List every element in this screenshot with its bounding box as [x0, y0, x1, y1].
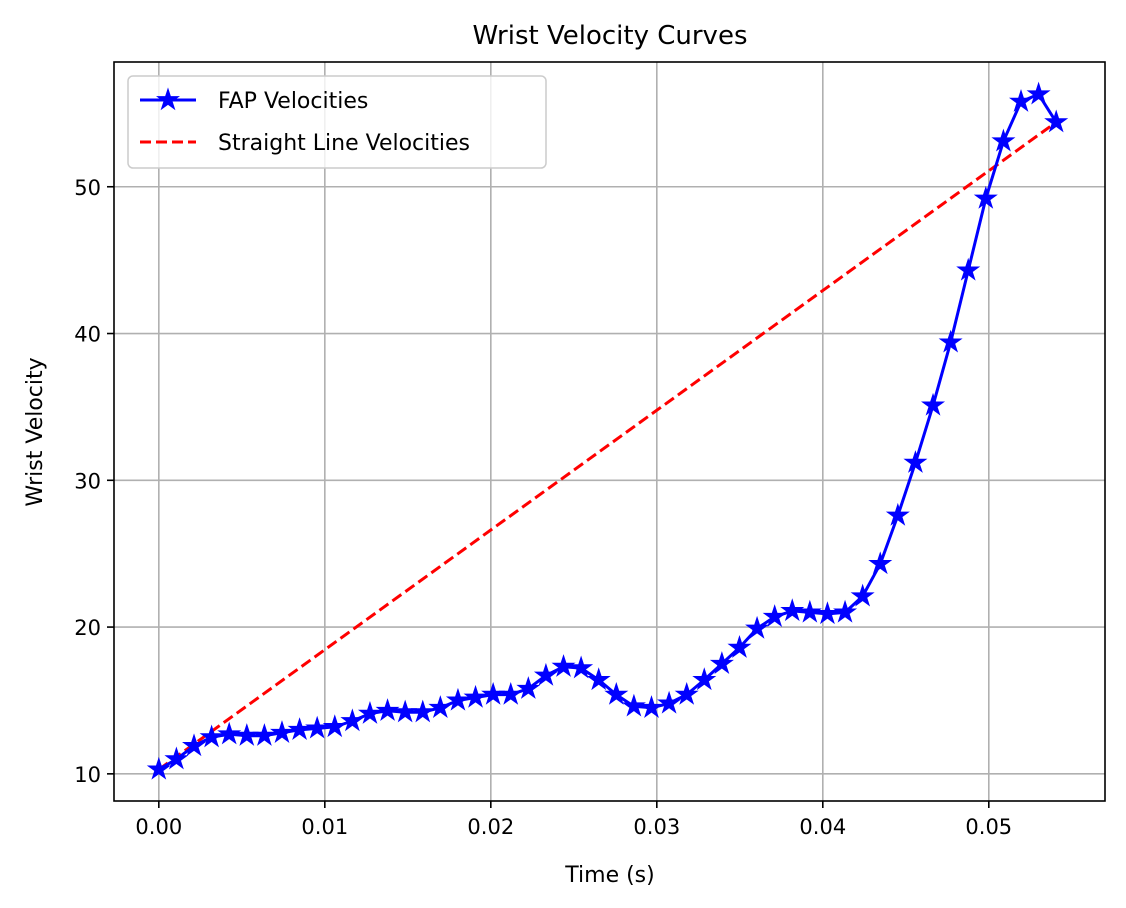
fap-velocity-point [604, 681, 629, 705]
fap-velocity-point [357, 701, 382, 724]
legend-star-shape [156, 87, 180, 111]
x-tick-label: 0.04 [799, 815, 846, 839]
legend-straight-label: Straight Line Velocities [218, 131, 470, 156]
fap-velocity-point [340, 708, 365, 732]
legend: FAP Velocities Straight Line Velocities [127, 75, 547, 169]
fap-velocity-point [445, 687, 470, 711]
legend-box [127, 75, 547, 169]
fap-velocity-point [1044, 109, 1069, 133]
fap-velocity-point [569, 655, 594, 679]
fap-velocity-point [182, 733, 207, 757]
x-tick-label: 0.00 [135, 815, 182, 839]
chart-title: Wrist Velocity Curves [473, 21, 748, 51]
fap-velocity-point [463, 684, 488, 708]
y-tick-label: 20 [74, 616, 101, 640]
fap-velocity-point [146, 756, 171, 780]
y-axis: 10 20 30 40 50 [74, 176, 114, 787]
fap-velocity-point [991, 128, 1016, 152]
y-tick-label: 30 [74, 469, 101, 493]
fap-velocity-point [815, 601, 840, 625]
x-tick-label: 0.03 [633, 815, 680, 839]
fap-velocity-point [938, 329, 963, 353]
x-tick-label: 0.02 [467, 815, 514, 839]
fap-velocity-point [1026, 81, 1051, 105]
fap-velocity-point [903, 450, 928, 473]
fap-velocity-point [305, 715, 330, 739]
y-tick-label: 10 [74, 763, 101, 787]
fap-velocity-point [322, 714, 347, 738]
x-axis: 0.00 0.01 0.02 0.03 0.04 0.05 [135, 801, 1012, 839]
plot-frame [113, 61, 1106, 802]
fap-velocities-line [158, 92, 1058, 771]
fap-velocity-point [973, 185, 998, 209]
fap-velocity-point [586, 667, 611, 691]
fap-velocity-point [780, 598, 805, 622]
fap-velocity-point [745, 615, 770, 639]
legend-fap-star-marker [156, 87, 180, 111]
fap-velocity-point [533, 662, 558, 686]
fap-velocity-point [1009, 89, 1034, 112]
fap-velocity-point [428, 695, 453, 719]
fap-velocity-point [797, 599, 822, 623]
x-tick-label: 0.05 [965, 815, 1012, 839]
fap-velocity-point [868, 551, 893, 575]
fap-velocity-point [287, 717, 312, 741]
fap-velocity-point [164, 746, 189, 770]
fap-velocity-point [410, 699, 435, 723]
straight-line-velocities-line [157, 120, 1058, 771]
fap-velocity-point [762, 604, 787, 628]
x-tick-label: 0.01 [301, 815, 348, 839]
fap-velocity-point [639, 695, 664, 719]
fap-velocity-point [199, 724, 224, 748]
fap-velocity-point [674, 681, 699, 705]
fap-velocity-point [657, 690, 682, 714]
fap-velocity-point [692, 667, 717, 691]
x-axis-label: Time (s) [564, 863, 654, 888]
fap-velocity-point [833, 599, 858, 623]
fap-velocity-point [252, 723, 277, 746]
fap-velocity-point [217, 721, 242, 745]
fap-velocity-point [850, 583, 875, 607]
series-layer [146, 81, 1069, 780]
fap-velocity-point [551, 654, 576, 677]
fap-velocity-point [498, 681, 523, 705]
legend-fap-label: FAP Velocities [218, 89, 368, 114]
fap-velocity-point [956, 257, 981, 281]
fap-velocity-point [921, 392, 946, 416]
fap-velocity-point [621, 693, 646, 717]
y-tick-label: 50 [74, 176, 101, 200]
fap-velocity-point [727, 635, 752, 658]
fap-velocity-point [885, 502, 910, 526]
fap-velocity-point [516, 676, 541, 699]
y-tick-label: 40 [74, 323, 101, 347]
fap-velocity-point [375, 698, 400, 721]
grid-lines [114, 62, 1105, 801]
y-axis-label: Wrist Velocity [23, 357, 48, 506]
fap-velocity-point [709, 651, 734, 674]
fap-velocity-point [269, 720, 294, 743]
